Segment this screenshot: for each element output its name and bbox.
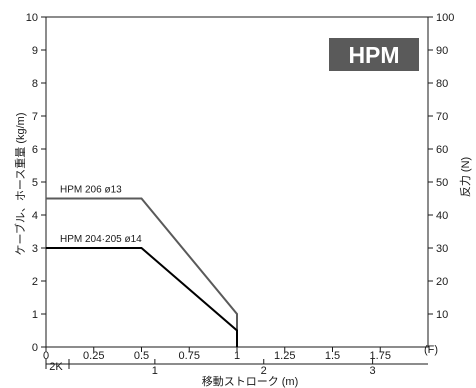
y2-tick-label: 50 bbox=[436, 177, 448, 189]
y2-tick-label: 100 bbox=[436, 12, 454, 24]
y2-tick-label: 90 bbox=[436, 45, 448, 57]
y2-tick-label: 70 bbox=[436, 111, 448, 123]
y2-axis-title: 反力 (N) bbox=[459, 157, 472, 197]
y-tick-label: 3 bbox=[32, 243, 38, 255]
y2-tick-label: 40 bbox=[436, 210, 448, 222]
y-tick-label: 6 bbox=[32, 144, 38, 156]
x-tick-label: 0 bbox=[43, 350, 49, 362]
x-tick-label: 1.5 bbox=[325, 350, 340, 362]
y-tick-label: 2 bbox=[32, 276, 38, 288]
x-tick-label: 1.25 bbox=[274, 350, 295, 362]
x-axis-title: 移動ストローク (m) bbox=[202, 374, 299, 388]
y2-tick-label: 20 bbox=[436, 276, 448, 288]
y-tick-label: 10 bbox=[26, 12, 38, 24]
series-label-2: HPM 204·205 ø14 bbox=[60, 234, 142, 245]
y-tick-label: 0 bbox=[32, 342, 38, 354]
y-tick-label: 4 bbox=[32, 210, 38, 222]
x-tick-label: 1.75 bbox=[370, 350, 391, 362]
x-tick-label: 1 bbox=[234, 350, 240, 362]
secondary-axis-label: 2K bbox=[49, 361, 63, 373]
y-tick-label: 1 bbox=[32, 309, 38, 321]
badge-background bbox=[329, 38, 419, 71]
y-tick-label: 5 bbox=[32, 177, 38, 189]
secondary-tick-label: 3 bbox=[370, 365, 376, 377]
series-layer: HPM 206 ø13 HPM 204·205 ø14 bbox=[46, 185, 238, 347]
secondary-tick-label: 2 bbox=[261, 365, 267, 377]
y2-tick-label: 30 bbox=[436, 243, 448, 255]
x-tick-label: 0.5 bbox=[134, 350, 149, 362]
x-unit-marker: (F) bbox=[424, 344, 438, 356]
secondary-tick-label: 1 bbox=[152, 365, 158, 377]
y2-tick-label: 10 bbox=[436, 309, 448, 321]
y-axis-title: ケーブル、ホース重量 (kg/m) bbox=[13, 112, 27, 255]
y2-tick-label: 80 bbox=[436, 78, 448, 90]
badge-text: HPM bbox=[348, 42, 399, 68]
y-tick-label: 7 bbox=[32, 111, 38, 123]
series-line-1 bbox=[46, 197, 238, 347]
y2-tick-label: 60 bbox=[436, 144, 448, 156]
tick-layer: 0 1 2 3 4 5 6 7 8 9 10 10 20 30 40 50 60 70 80 90 100 0 0.25 0.… bbox=[26, 12, 455, 377]
series-line-2 bbox=[46, 247, 238, 347]
x-tick-label: 0.25 bbox=[83, 350, 104, 362]
y-tick-label: 9 bbox=[32, 45, 38, 57]
series-label-1: HPM 206 ø13 bbox=[60, 185, 122, 196]
y-tick-label: 8 bbox=[32, 78, 38, 90]
x-tick-label: 0.75 bbox=[179, 350, 200, 362]
